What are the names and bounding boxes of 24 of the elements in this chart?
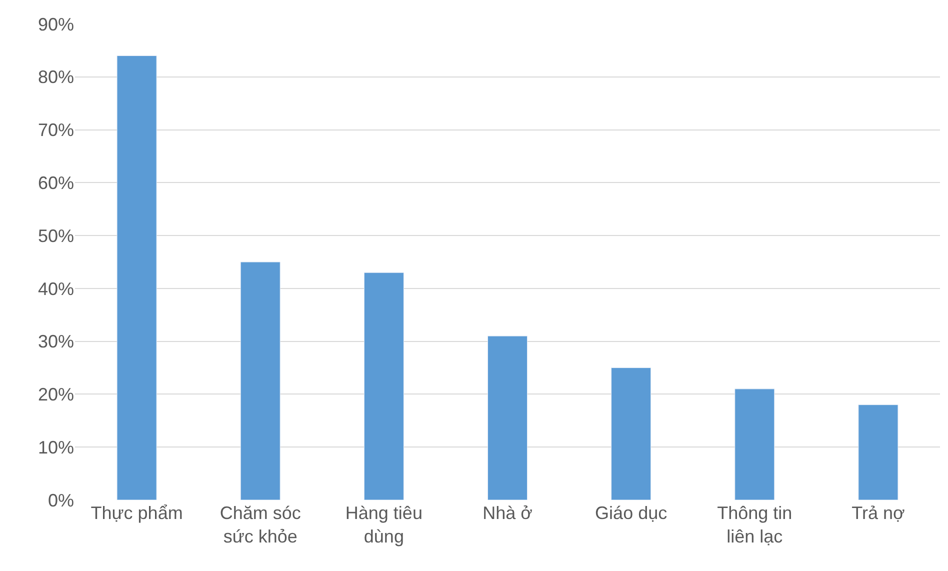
x-tick-label: Hàng tiêu dùng: [345, 503, 422, 546]
x-tick-label: Trả nợ: [852, 503, 905, 523]
bar: [364, 272, 404, 500]
bar: [487, 336, 528, 500]
x-tick-label: Nhà ở: [482, 503, 533, 523]
x-tick-label: Thực phẩm: [90, 503, 183, 523]
y-tick-label: 90%: [38, 14, 74, 34]
x-tick-label: Giáo dục: [595, 503, 668, 523]
y-tick-label: 60%: [38, 172, 74, 193]
bar: [240, 262, 280, 500]
y-tick-label: 20%: [38, 384, 74, 405]
bar: [734, 388, 775, 500]
y-tick-label: 80%: [38, 67, 74, 88]
y-tick-label: 30%: [38, 332, 74, 352]
y-tick-label: 70%: [38, 120, 74, 140]
bar: [116, 55, 157, 500]
bar: [858, 404, 898, 500]
y-tick-label: 40%: [38, 278, 74, 299]
x-tick-label: Thông tin liên lạc: [717, 503, 792, 546]
y-tick-label: 0%: [48, 490, 74, 510]
bar: [611, 368, 652, 500]
y-tick-label: 10%: [38, 437, 74, 458]
x-tick-label: Chăm sóc sức khỏe: [220, 503, 301, 546]
y-tick-label: 50%: [38, 226, 74, 246]
